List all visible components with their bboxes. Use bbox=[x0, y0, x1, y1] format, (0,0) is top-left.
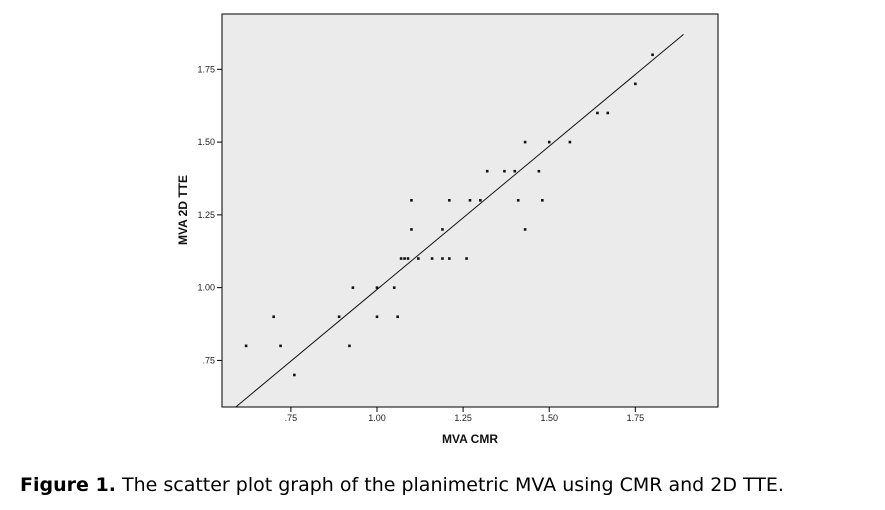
data-point bbox=[568, 140, 572, 144]
x-tick-label: 1.50 bbox=[540, 413, 558, 423]
data-point bbox=[503, 169, 506, 173]
data-point bbox=[410, 228, 413, 231]
data-point bbox=[537, 169, 541, 173]
y-tick-label: 1.75 bbox=[197, 64, 215, 74]
data-point bbox=[516, 199, 520, 202]
y-axis-title: MVA 2D TTE bbox=[176, 175, 190, 245]
data-point bbox=[468, 199, 472, 202]
data-point bbox=[293, 373, 296, 377]
data-point bbox=[651, 53, 654, 57]
data-point bbox=[375, 315, 379, 319]
data-point bbox=[351, 286, 355, 289]
data-point bbox=[448, 257, 451, 260]
data-point bbox=[244, 344, 248, 348]
data-point bbox=[523, 228, 527, 231]
plot-area bbox=[221, 13, 719, 408]
x-tick-label: 1.00 bbox=[368, 413, 386, 423]
data-point bbox=[485, 169, 489, 173]
data-point bbox=[417, 257, 420, 260]
data-point bbox=[396, 315, 399, 319]
x-tick-label: .75 bbox=[285, 413, 298, 423]
y-tick-label: 1.25 bbox=[197, 210, 215, 220]
data-point bbox=[634, 82, 637, 86]
data-point bbox=[406, 257, 410, 260]
y-tick-label: 1.50 bbox=[197, 137, 215, 147]
fit-line bbox=[235, 33, 684, 407]
data-point bbox=[399, 257, 403, 260]
data-point bbox=[465, 257, 468, 260]
y-tick-label: 1.00 bbox=[197, 283, 215, 293]
data-point bbox=[523, 140, 527, 144]
data-point bbox=[410, 199, 413, 202]
data-point bbox=[272, 315, 275, 319]
data-point bbox=[392, 286, 396, 289]
figure-caption: Figure 1. The scatter plot graph of the … bbox=[20, 474, 784, 496]
data-point bbox=[479, 199, 482, 202]
data-point bbox=[448, 199, 451, 202]
data-point bbox=[279, 344, 282, 348]
data-point bbox=[441, 257, 444, 260]
data-point bbox=[430, 257, 434, 260]
x-tick-label: 1.75 bbox=[627, 413, 645, 423]
caption-text: The scatter plot graph of the planimetri… bbox=[115, 474, 784, 496]
data-point bbox=[348, 344, 351, 348]
x-axis-title: MVA CMR bbox=[442, 432, 498, 446]
x-tick-label: 1.25 bbox=[454, 413, 472, 423]
data-point bbox=[375, 286, 379, 289]
data-point bbox=[441, 228, 444, 231]
data-point bbox=[606, 111, 610, 115]
scatter-chart: .75 1.00 1.25 1.50 1.75 .75 1.00 1.25 1.50 1.75 M… bbox=[176, 13, 719, 446]
data-point bbox=[547, 140, 551, 144]
data-point bbox=[596, 111, 599, 115]
caption-label: Figure 1. bbox=[20, 474, 116, 496]
data-point bbox=[337, 315, 341, 319]
y-tick-label: .75 bbox=[202, 355, 215, 365]
data-point bbox=[513, 169, 517, 173]
data-point bbox=[541, 199, 544, 202]
data-point bbox=[403, 257, 406, 260]
